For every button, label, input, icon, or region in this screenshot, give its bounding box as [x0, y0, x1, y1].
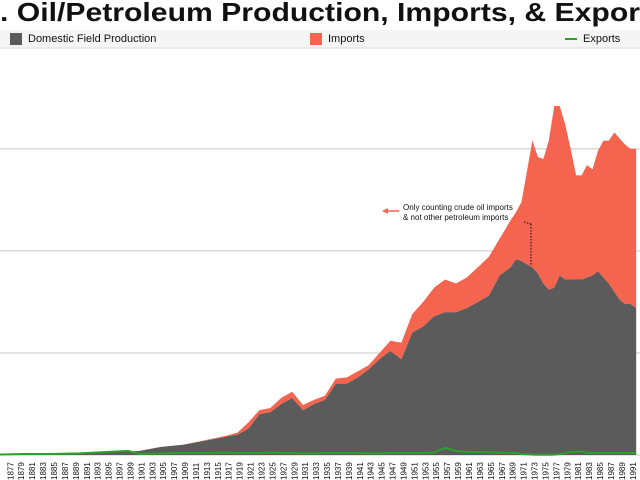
annotation: Only counting crude oil imports [403, 203, 513, 212]
x-tick-label: 1979 [563, 462, 572, 480]
x-tick-label: 1965 [487, 462, 496, 480]
x-tick-label: 1933 [312, 462, 321, 480]
x-tick-label: 1911 [192, 462, 201, 480]
x-tick-label: 1881 [28, 462, 37, 480]
legend-label: Domestic Field Production [28, 33, 156, 45]
x-tick-label: 1985 [596, 462, 605, 480]
x-tick-label: 1977 [552, 462, 561, 480]
x-tick-label: 1969 [509, 462, 518, 480]
x-tick-label: 1917 [225, 462, 234, 480]
x-tick-label: 1899 [126, 462, 135, 480]
area [0, 259, 637, 455]
legend-swatch [10, 33, 22, 45]
x-tick-label: 1983 [585, 462, 594, 480]
exports-line [0, 446, 637, 456]
x-tick-label: 1989 [618, 462, 627, 480]
x-tick-label: 1923 [257, 462, 266, 480]
x-tick-label: 1955 [432, 462, 441, 480]
x-tick-label: 1941 [356, 462, 365, 480]
x-tick-label: 1945 [378, 462, 387, 480]
x-tick-label: 1889 [72, 462, 81, 480]
x-tick-label: 1887 [61, 462, 70, 480]
x-tick-label: 1975 [541, 462, 550, 480]
x-tick-label: 1929 [290, 462, 299, 480]
x-tick-label: 1949 [399, 462, 408, 480]
x-tick-label: 1915 [214, 462, 223, 480]
x-tick-label: 1927 [279, 462, 288, 480]
annotation-pointer [523, 221, 532, 225]
x-tick-label: 1905 [159, 462, 168, 480]
annotation: & not other petroleum imports [403, 213, 508, 222]
x-tick-label: 1879 [17, 462, 26, 480]
x-tick-label: 1937 [334, 462, 343, 480]
x-tick-label: 1877 [6, 462, 15, 480]
x-tick-label: 1967 [498, 462, 507, 480]
x-tick-label: 1981 [574, 462, 583, 480]
x-tick-label: 1895 [105, 462, 114, 480]
x-tick-label: 1893 [94, 462, 103, 480]
x-tick-label: 1987 [607, 462, 616, 480]
x-tick-label: 1959 [454, 462, 463, 480]
x-tick-label: 1961 [465, 462, 474, 480]
chart-title: . Oil/Petroleum Production, Imports, & E… [0, 0, 640, 27]
x-tick-label: 1907 [170, 462, 179, 480]
x-tick-label: 1901 [137, 462, 146, 480]
x-tick-label: 1925 [268, 462, 277, 480]
legend-label: Exports [583, 33, 621, 45]
x-tick-label: 1957 [443, 462, 452, 480]
x-tick-label: 1971 [520, 462, 529, 480]
x-tick-label: 1903 [148, 462, 157, 480]
x-tick-label: 1935 [323, 462, 332, 480]
x-tick-label: 1897 [116, 462, 125, 480]
x-tick-label: 1919 [236, 462, 245, 480]
legend-label: Imports [328, 33, 365, 45]
x-tick-label: 1943 [367, 462, 376, 480]
x-tick-label: 1885 [50, 462, 59, 480]
x-tick-label: 1939 [345, 462, 354, 480]
x-tick-label: 1913 [203, 462, 212, 480]
x-tick-label: 1963 [476, 462, 485, 480]
x-tick-label: 1973 [531, 462, 540, 480]
x-tick-label: 1947 [389, 462, 398, 480]
x-tick-label: 1953 [421, 462, 430, 480]
x-tick-label: 1883 [39, 462, 48, 480]
x-tick-label: 1921 [247, 462, 256, 480]
legend-swatch [310, 33, 322, 45]
x-tick-label: 1931 [301, 462, 310, 480]
annotation-arrowhead [382, 208, 388, 214]
x-tick-label: 1991 [629, 462, 638, 480]
x-tick-label: 1909 [181, 462, 190, 480]
x-tick-label: 1891 [83, 462, 92, 480]
x-tick-label: 1951 [410, 462, 419, 480]
